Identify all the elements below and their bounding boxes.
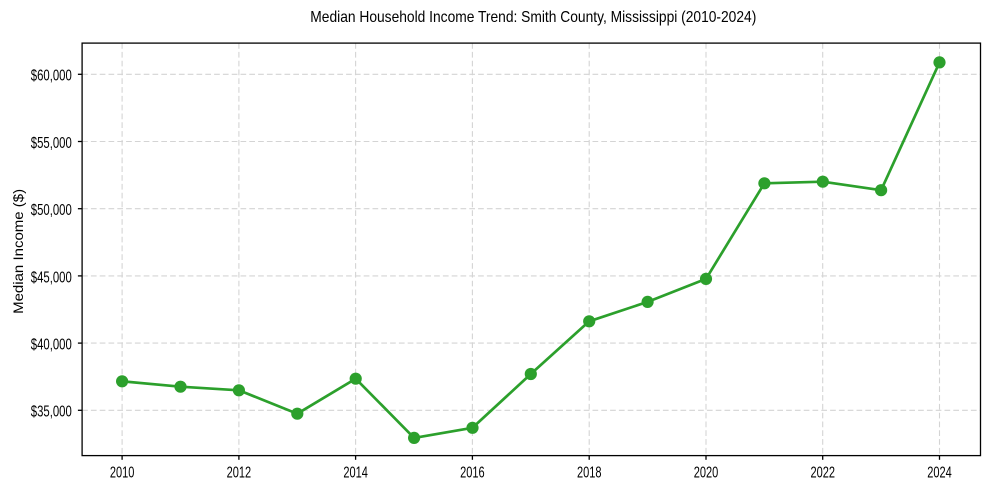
svg-text:$40,000: $40,000 [31,337,72,354]
svg-text:2018: 2018 [577,465,602,482]
svg-text:2020: 2020 [694,465,719,482]
svg-text:$45,000: $45,000 [31,269,72,286]
svg-text:2012: 2012 [227,465,252,482]
svg-text:2014: 2014 [343,465,368,482]
svg-text:2016: 2016 [460,465,485,482]
svg-text:$60,000: $60,000 [31,68,72,85]
svg-text:$35,000: $35,000 [31,404,72,421]
svg-text:2010: 2010 [110,465,135,482]
svg-text:2024: 2024 [927,465,952,482]
svg-text:2022: 2022 [810,465,835,482]
svg-text:Median Income ($): Median Income ($) [11,189,27,314]
svg-text:Median Household Income Trend:: Median Household Income Trend: Smith Cou… [310,9,756,26]
svg-text:$55,000: $55,000 [31,135,72,152]
svg-text:$50,000: $50,000 [31,202,72,219]
